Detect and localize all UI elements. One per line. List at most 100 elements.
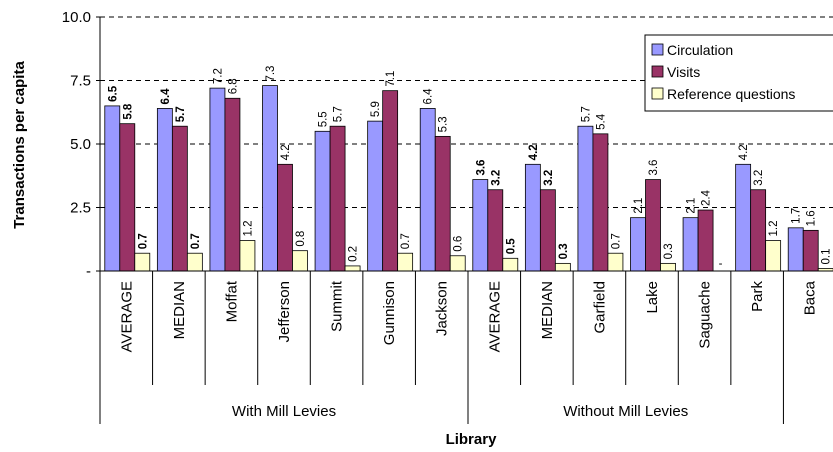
bar-reference-questions-3 — [292, 250, 308, 272]
data-label-0-9: 5.7 — [580, 106, 592, 122]
data-label-1-5: 7.1 — [385, 71, 397, 87]
bars — [104, 85, 833, 272]
bar-circulation-10 — [630, 217, 646, 272]
bar-reference-questions-6 — [449, 255, 466, 272]
bar-circulation-5 — [367, 120, 384, 272]
bar-circulation-11 — [682, 217, 699, 272]
data-label-0-12: 4.2 — [738, 144, 750, 160]
category-label-11: Saguache — [697, 281, 714, 349]
y-tick-label-2: 5.0 — [70, 136, 91, 153]
category-label-10: Lake — [644, 281, 661, 314]
bar-reference-questions-7 — [502, 257, 519, 272]
category-label-4: Summit — [329, 280, 346, 332]
data-label-0-6: 6.4 — [423, 88, 435, 105]
data-label-0-4: 5.5 — [318, 111, 330, 127]
data-label-2-9: 0.7 — [610, 233, 622, 249]
category-label-2: Moffat — [223, 280, 240, 322]
data-labels: 6.55.80.76.45.70.77.26.81.27.34.20.85.5 5… — [107, 66, 832, 270]
bar-visits-1 — [171, 125, 188, 272]
data-label-2-4: 0.2 — [348, 246, 360, 262]
bar-reference-questions-10 — [660, 262, 676, 272]
data-label-2-2: 1.2 — [242, 221, 254, 237]
data-label-0-5: 5.9 — [370, 101, 382, 117]
group-label-1: Without Mill Levies — [563, 403, 688, 420]
data-label-1-3: 4.2 — [280, 144, 292, 160]
bar-visits-12 — [750, 189, 767, 272]
data-label-1-8: 3.2 — [543, 170, 555, 186]
data-label-2-8: 0.3 — [558, 243, 570, 259]
data-label-2-0: 0.7 — [137, 233, 149, 249]
group-label-0: With Mill Levies — [232, 403, 336, 420]
data-label-0-13: 1.7 — [791, 208, 803, 224]
category-label-6: Jackson — [434, 281, 451, 336]
bar-reference-questions-9 — [607, 252, 624, 272]
y-ticks: - 2.5 5.0 7.5 10.0 — [62, 9, 101, 280]
bar-reference-questions-12 — [765, 240, 782, 272]
bar-circulation-13 — [787, 227, 804, 272]
bar-visits-7 — [487, 189, 504, 272]
y-tick-label-1: 2.5 — [70, 200, 91, 217]
data-label-0-0: 6.5 — [107, 85, 119, 102]
data-label-1-7: 3.2 — [490, 170, 502, 186]
bar-visits-13 — [802, 229, 819, 272]
y-tick-label-3: 7.5 — [70, 73, 91, 90]
category-label-1: MEDIAN — [171, 281, 188, 339]
category-label-12: Park — [749, 281, 766, 312]
y-tick-label-0: - — [86, 263, 91, 280]
y-axis-title: Transactions per capita — [11, 61, 28, 229]
data-label-2-6: 0.6 — [453, 236, 465, 252]
data-label-2-7: 0.5 — [505, 238, 517, 255]
data-label-1-0: 5.8 — [122, 103, 134, 120]
legend-swatch-1 — [651, 65, 664, 78]
bar-circulation-3 — [262, 85, 278, 272]
legend-box — [644, 34, 833, 112]
bar-visits-4 — [329, 125, 346, 272]
legend-swatch-0 — [651, 43, 664, 56]
bar-visits-0 — [119, 123, 136, 272]
data-label-2-3: 0.8 — [295, 231, 307, 247]
data-label-1-12: 3.2 — [753, 170, 765, 186]
bar-visits-8 — [539, 189, 556, 272]
category-label-9: Garfield — [591, 281, 608, 334]
category-label-3: Jefferson — [276, 281, 293, 342]
bar-circulation-6 — [419, 108, 436, 272]
data-label-0-7: 3.6 — [475, 160, 487, 176]
data-label-2-12: 1.2 — [768, 221, 780, 237]
data-label-2-10: 0.3 — [663, 243, 675, 259]
category-label-5: Gunnison — [381, 281, 398, 345]
bar-circulation-1 — [156, 108, 173, 272]
bar-reference-questions-4 — [344, 265, 361, 272]
group-labels: With Mill Levies Without Mill Levies — [232, 403, 688, 420]
legend-swatch-2 — [651, 87, 664, 100]
bar-circulation-8 — [524, 163, 541, 272]
bar-reference-questions-5 — [397, 252, 414, 272]
data-label-1-2: 6.8 — [227, 78, 239, 94]
data-label-1-13: 1.6 — [806, 210, 818, 226]
data-label-0-3: 7.3 — [265, 66, 277, 82]
legend-label-0: Circulation — [667, 42, 733, 58]
axes — [99, 17, 833, 424]
category-label-13: Baca — [802, 280, 819, 315]
bar-visits-3 — [277, 163, 293, 272]
category-label-0: AVERAGE — [118, 281, 135, 352]
x-axis-title: Library — [446, 431, 498, 448]
bar-visits-10 — [645, 179, 661, 272]
data-label-0-8: 4.2 — [528, 144, 540, 160]
bar-reference-questions-1 — [186, 252, 203, 272]
bar-circulation-12 — [735, 163, 752, 272]
bar-circulation-4 — [314, 130, 331, 272]
bar-reference-questions-2 — [239, 240, 256, 272]
bar-circulation-0 — [104, 105, 121, 272]
data-label-1-4: 5.7 — [333, 106, 345, 122]
bar-visits-9 — [592, 133, 609, 272]
bar-circulation-2 — [209, 87, 226, 272]
category-label-8: MEDIAN — [539, 281, 556, 339]
data-label-1-9: 5.4 — [595, 113, 607, 130]
bar-visits-2 — [224, 97, 241, 272]
data-label-0-2: 7.2 — [212, 68, 224, 84]
bar-circulation-9 — [577, 125, 594, 272]
data-label-1-6: 5.3 — [438, 116, 450, 132]
data-label-1-1: 5.7 — [175, 106, 187, 122]
data-label-0-10: 2.1 — [633, 198, 645, 214]
